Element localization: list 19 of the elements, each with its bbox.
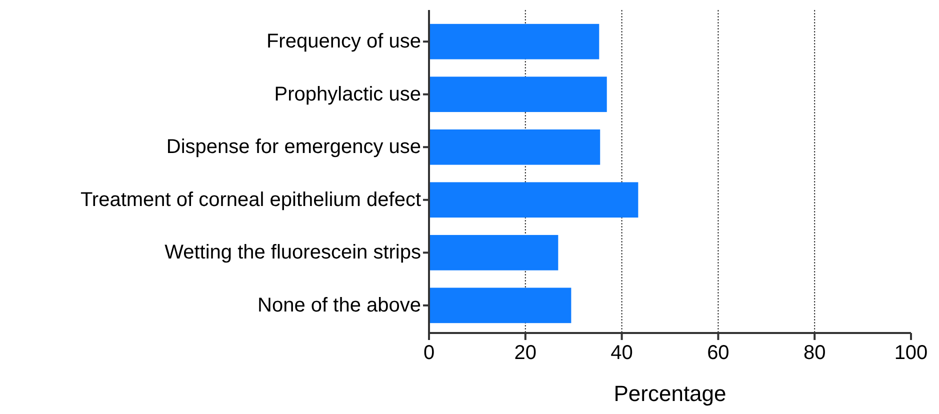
y-tick-label: Dispense for emergency use — [166, 136, 421, 158]
y-tick-label: Prophylactic use — [274, 83, 421, 106]
x-tick-label: 80 — [803, 342, 826, 364]
bar — [429, 129, 600, 165]
x-tick-label: 60 — [707, 342, 730, 364]
y-tick-label: Treatment of corneal epithelium defect — [80, 188, 422, 211]
x-tick-label: 20 — [514, 342, 537, 364]
bar — [429, 182, 638, 218]
bar — [429, 234, 558, 270]
bar — [429, 288, 572, 324]
bar — [429, 76, 607, 112]
y-tick-label: Frequency of use — [266, 30, 421, 53]
x-tick-label: 100 — [894, 342, 928, 364]
x-axis-title: Percentage — [614, 381, 726, 406]
x-tick-label: 0 — [423, 342, 435, 364]
bar — [429, 24, 600, 60]
y-tick-label: None of the above — [258, 294, 421, 316]
y-tick-label: Wetting the fluorescein strips — [164, 242, 421, 264]
x-tick-label: 40 — [610, 342, 633, 364]
